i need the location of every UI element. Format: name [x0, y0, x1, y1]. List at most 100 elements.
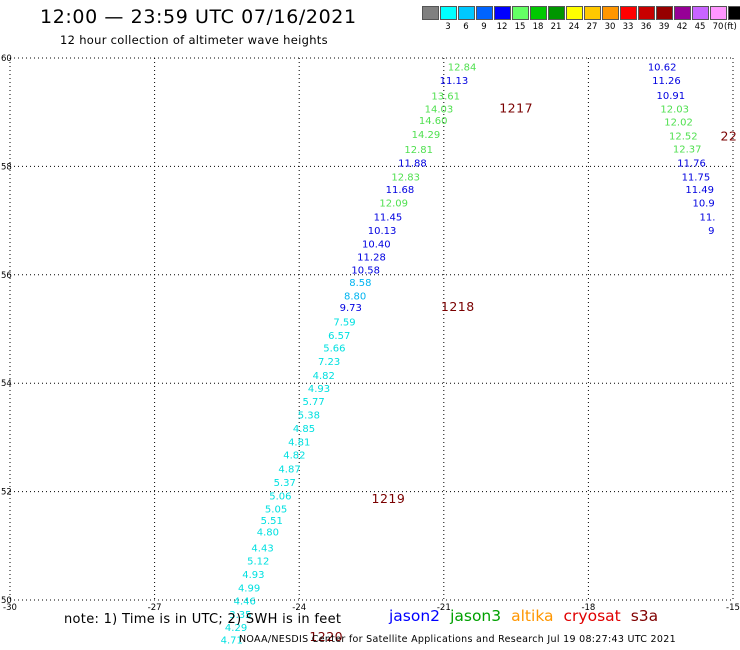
satellite-label: jason3 — [450, 607, 502, 625]
legend-color-box — [674, 6, 691, 20]
page-title: 12:00 — 23:59 UTC 07/16/2021 — [40, 6, 357, 28]
swh-label: 9.73 — [340, 303, 362, 314]
longitude-tick-label: -30 — [3, 603, 17, 613]
legend-color-box — [566, 6, 583, 20]
legend-color-box — [692, 6, 709, 20]
swh-label: 12.84 — [448, 63, 477, 74]
latitude-tick-label: 60 — [1, 54, 12, 64]
legend-color-box — [512, 6, 529, 20]
swh-label: 11.26 — [652, 76, 681, 87]
swh-label: 11.45 — [374, 212, 403, 223]
swh-label: 10.13 — [368, 226, 397, 237]
swh-label: 7.59 — [333, 317, 355, 328]
legend-value-label: 6 — [463, 22, 469, 32]
longitude-tick-label: -21 — [437, 603, 451, 613]
swh-label: 14.03 — [425, 104, 454, 115]
swh-label: 8.80 — [344, 291, 366, 302]
time-label: 1218 — [441, 299, 475, 314]
swh-label: 12.09 — [379, 199, 408, 210]
latitude-tick-label: 52 — [1, 488, 12, 498]
legend-value-label: 9 — [481, 22, 487, 32]
swh-label: 4.82 — [313, 371, 335, 382]
swh-label: 5.12 — [247, 556, 269, 567]
legend-color-box — [422, 6, 439, 20]
swh-label: 10.9 — [692, 199, 714, 210]
legend-value-label: 27 — [586, 22, 598, 32]
swh-label: 14.29 — [412, 130, 441, 141]
color-legend: (ft) 3 6 9 12 15 18 21 24 27 30 33 36 39 42 45 70 — [422, 6, 740, 34]
legend-value-label: 15 — [514, 22, 526, 32]
legend-color-box — [440, 6, 457, 20]
legend-value-label: 3 — [445, 22, 451, 32]
legend-unit: (ft) — [724, 22, 737, 32]
swh-label: 11.28 — [357, 252, 386, 263]
swh-label: 4.87 — [278, 464, 300, 475]
swh-label: 10.58 — [351, 265, 380, 276]
swh-label: 5.06 — [269, 491, 291, 502]
satellite-label: jason2 — [389, 607, 441, 625]
swh-label: 4.80 — [257, 528, 279, 539]
swh-label: 10.62 — [648, 63, 677, 74]
swh-label: 10.40 — [362, 239, 391, 250]
legend-value-label: 24 — [568, 22, 580, 32]
legend-value-label: 45 — [694, 22, 706, 32]
legend-color-box — [638, 6, 655, 20]
swh-label: 12.52 — [669, 132, 698, 143]
swh-label: 4.93 — [242, 570, 264, 581]
time-label: 1219 — [372, 491, 406, 506]
legend-color-box — [728, 6, 740, 20]
swh-label: 12.37 — [673, 145, 702, 156]
footer-credit: NOAA/NESDIS Center for Satellite Applica… — [239, 634, 676, 645]
swh-label: 12.03 — [660, 104, 689, 115]
legend-color-box — [530, 6, 547, 20]
swh-label: 11.13 — [440, 76, 469, 87]
legend-value-label: 18 — [532, 22, 544, 32]
swh-label: 3.35 — [229, 610, 251, 621]
legend-value-label: 21 — [550, 22, 562, 32]
swh-label: 5.77 — [303, 397, 325, 408]
satellite-label: cryosat — [563, 607, 621, 625]
graticule — [9, 57, 734, 601]
swh-label: 13.61 — [431, 91, 460, 102]
legend-value-label: 30 — [604, 22, 616, 32]
swh-label: 4.99 — [238, 584, 260, 595]
legend-value-label: 36 — [640, 22, 652, 32]
swh-label: 5.05 — [265, 504, 287, 515]
latitude-tick-label: 50 — [1, 596, 12, 606]
latitude-tick-label: 56 — [1, 271, 12, 281]
swh-label: 4.81 — [288, 438, 310, 449]
swh-label: 11. — [700, 212, 716, 223]
legend-color-box — [584, 6, 601, 20]
time-labels: 1217 1218 1219 1220 22 — [309, 100, 737, 643]
latitude-tick-label: 58 — [1, 162, 12, 172]
swh-label: 6.57 — [328, 331, 350, 342]
swh-label: 5.66 — [323, 343, 345, 354]
swh-label: 11.76 — [677, 159, 706, 170]
legend-color-box — [602, 6, 619, 20]
swh-label: 4.85 — [293, 424, 315, 435]
swh-label: 8.58 — [349, 278, 371, 289]
swh-label: 9 — [708, 226, 714, 237]
swh-label: 14.60 — [419, 116, 448, 127]
legend-color-box — [476, 6, 493, 20]
legend-labels: (ft) 3 6 9 12 15 18 21 24 27 30 33 36 39 42 45 70 — [422, 22, 740, 34]
swh-label: 5.51 — [261, 516, 283, 527]
legend-color-box — [656, 6, 673, 20]
legend-value-label: 12 — [496, 22, 508, 32]
satellite-legend: jason2 jason3 altika cryosat s3a — [389, 607, 668, 625]
time-label: 1220 — [309, 629, 343, 644]
satellite-label: s3a — [630, 607, 659, 625]
legend-value-label: 42 — [676, 22, 688, 32]
swh-label: 4.46 — [234, 597, 256, 608]
axis-tick-labels: -30 -27 -24 -21 -18 -15 50 52 54 56 58 60 — [1, 54, 740, 613]
swh-label: 4.43 — [251, 543, 273, 554]
swh-label: 11.68 — [386, 185, 415, 196]
time-label: 22 — [720, 129, 737, 144]
latitude-tick-label: 54 — [1, 379, 12, 389]
legend-color-box — [710, 6, 727, 20]
swh-label: 12.02 — [664, 117, 693, 128]
longitude-tick-label: -15 — [726, 603, 740, 613]
